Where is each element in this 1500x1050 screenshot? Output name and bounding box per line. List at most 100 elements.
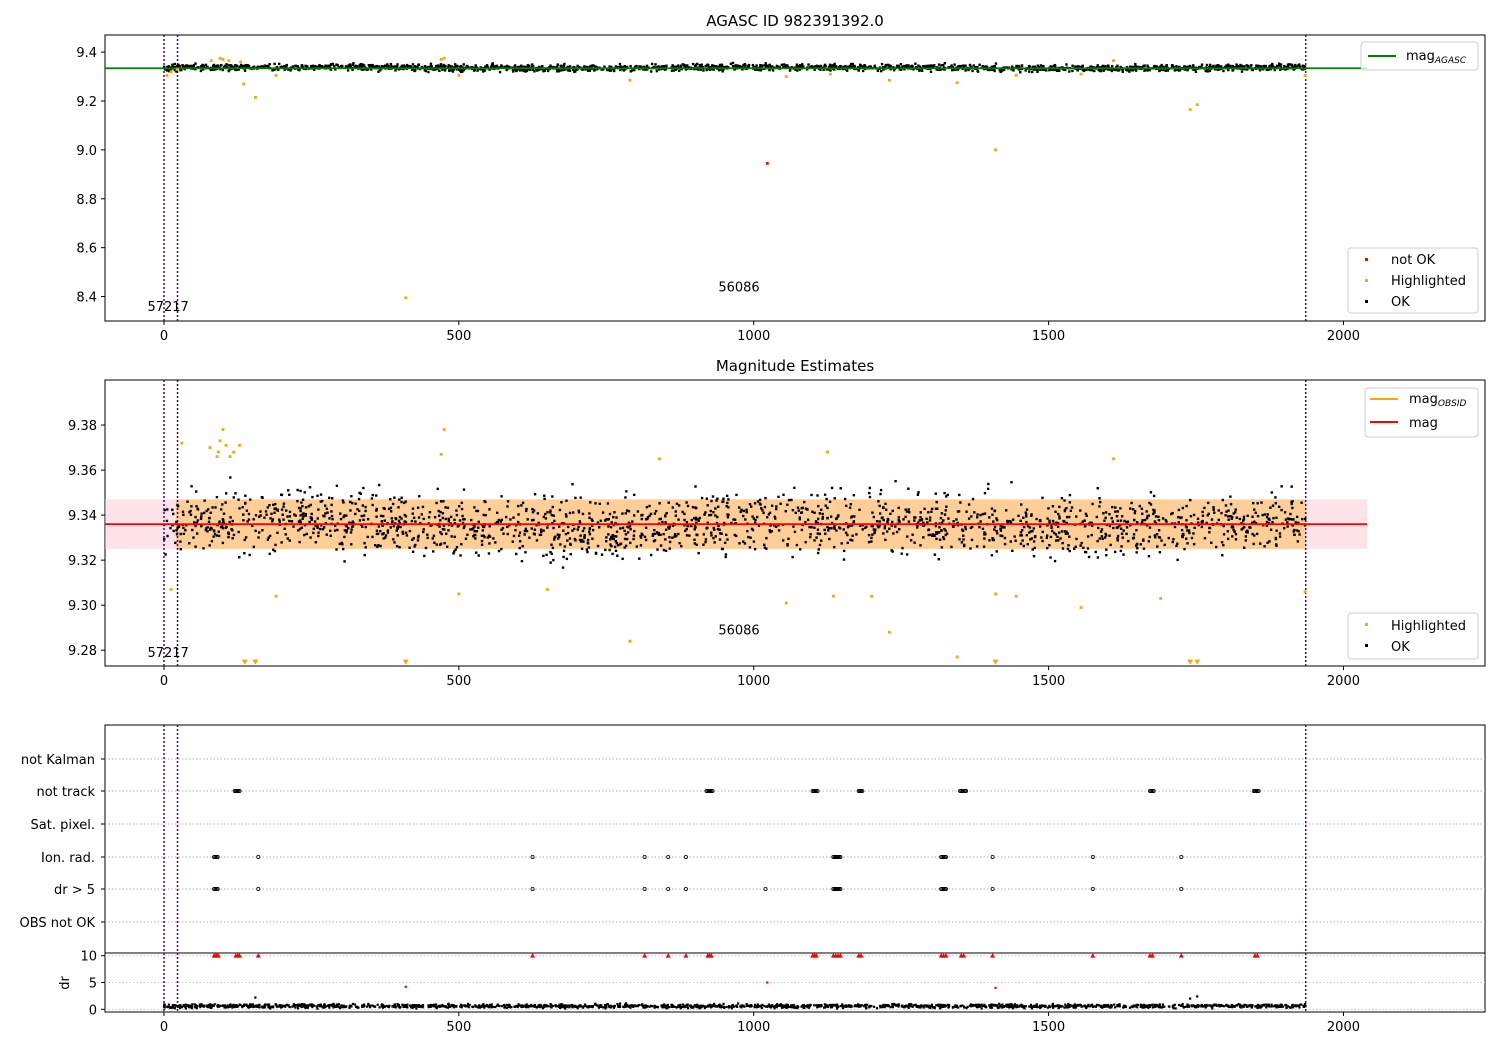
dr-point <box>295 1003 298 1007</box>
ok-point <box>985 65 989 69</box>
ok-point <box>1015 65 1018 69</box>
dr-point <box>695 1005 698 1009</box>
ok-point <box>354 64 358 68</box>
ok-point <box>188 542 191 545</box>
ok-point <box>1033 65 1037 68</box>
ok-point <box>475 509 478 513</box>
panel-3-frame <box>104 724 1486 1013</box>
ok-point <box>1032 527 1036 530</box>
dr-point <box>245 1003 248 1006</box>
ok-point <box>1065 515 1069 519</box>
ok-point <box>819 64 823 68</box>
ok-point <box>238 507 241 510</box>
ok-point <box>613 511 616 514</box>
ok-point <box>865 525 868 529</box>
ok-point <box>514 528 517 532</box>
ok-point <box>962 66 966 69</box>
ok-point <box>1052 64 1056 68</box>
ok-point <box>816 494 819 497</box>
ok-point <box>322 526 326 529</box>
ok-point <box>1171 540 1174 544</box>
ok-point <box>1261 513 1264 517</box>
dr-point <box>1298 1003 1302 1006</box>
ok-point <box>585 548 589 551</box>
ok-point <box>781 539 785 542</box>
ok-point <box>961 529 965 533</box>
ok-point <box>1125 526 1129 529</box>
ok-point <box>976 70 980 73</box>
ok-point <box>549 509 552 512</box>
ok-point <box>991 513 994 516</box>
ok-point <box>174 541 177 545</box>
ok-point <box>209 528 212 531</box>
ok-point <box>935 500 938 504</box>
ok-point <box>716 528 720 531</box>
ok-point <box>1084 512 1088 516</box>
dr-point <box>561 1003 564 1006</box>
ok-point <box>610 521 613 524</box>
ok-point <box>339 512 342 515</box>
ok-point <box>482 525 486 529</box>
ok-point <box>645 64 649 68</box>
ok-point <box>345 531 348 534</box>
ok-point <box>708 513 711 517</box>
ok-point <box>1120 545 1123 548</box>
dr-point <box>351 1002 355 1006</box>
ok-point <box>302 515 305 518</box>
ok-point <box>969 547 972 550</box>
ok-point <box>882 518 885 522</box>
ok-point <box>961 64 965 67</box>
ok-point <box>1022 544 1025 548</box>
panel-2-plot-area <box>105 380 1368 666</box>
ok-point <box>1128 70 1131 73</box>
legend-not-ok-label: not OK <box>1391 253 1436 268</box>
ok-point <box>382 65 385 68</box>
ok-point <box>657 68 661 71</box>
ok-point <box>440 532 443 536</box>
ok-point <box>315 524 319 527</box>
dr-point <box>1044 1005 1047 1008</box>
ok-point <box>477 520 480 524</box>
dr-point <box>442 1004 445 1008</box>
ok-point <box>708 68 712 71</box>
ok-point <box>1183 66 1186 69</box>
ok-point <box>688 534 691 537</box>
ok-point <box>379 514 383 518</box>
ok-point <box>389 62 393 66</box>
ok-point <box>442 500 445 503</box>
ok-point <box>559 543 562 546</box>
dr-point <box>1097 1004 1100 1007</box>
ok-point <box>1208 526 1212 530</box>
dr-point <box>378 1006 381 1009</box>
ok-point <box>1114 510 1117 513</box>
ok-point <box>782 63 786 66</box>
ok-point <box>346 69 350 72</box>
ok-point <box>1231 68 1235 71</box>
highlighted-point <box>1303 590 1307 594</box>
ok-point <box>582 540 585 543</box>
ok-point <box>871 533 874 536</box>
ok-point <box>828 537 831 541</box>
ok-point <box>447 520 451 523</box>
ok-point <box>189 509 192 513</box>
ok-point <box>391 520 394 523</box>
dr-point <box>236 1005 240 1008</box>
ok-point <box>945 532 949 535</box>
ok-point <box>1108 67 1112 71</box>
ok-point <box>271 518 275 521</box>
ok-point <box>320 499 324 503</box>
ok-point <box>387 65 390 68</box>
ok-point <box>577 525 580 529</box>
dr-point <box>482 1005 485 1008</box>
dr-point <box>608 1004 611 1008</box>
ok-point <box>639 536 643 539</box>
dr-point <box>711 1004 715 1007</box>
ok-point <box>1029 530 1033 533</box>
ok-point <box>603 519 607 522</box>
ok-point <box>1108 524 1112 528</box>
ok-point <box>422 530 425 534</box>
ok-point <box>1122 553 1125 556</box>
ok-point <box>175 532 179 536</box>
ok-point <box>658 502 661 505</box>
